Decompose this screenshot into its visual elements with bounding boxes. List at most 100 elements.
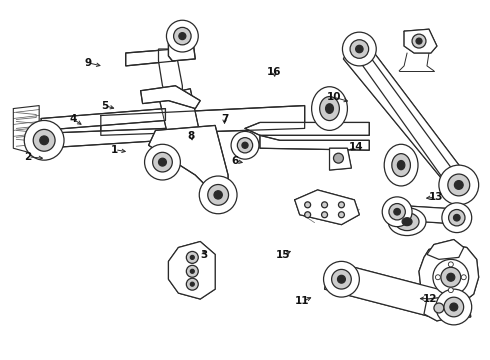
- Ellipse shape: [384, 144, 418, 186]
- Ellipse shape: [325, 104, 334, 113]
- Circle shape: [339, 212, 344, 218]
- Polygon shape: [419, 244, 479, 307]
- Ellipse shape: [199, 176, 237, 214]
- Text: 4: 4: [70, 114, 77, 124]
- Ellipse shape: [389, 203, 405, 220]
- Polygon shape: [329, 148, 351, 170]
- Ellipse shape: [179, 33, 186, 40]
- Polygon shape: [141, 86, 200, 109]
- Ellipse shape: [439, 165, 479, 205]
- Circle shape: [305, 202, 311, 208]
- Circle shape: [339, 202, 344, 208]
- Text: 8: 8: [188, 131, 195, 141]
- Circle shape: [436, 275, 441, 280]
- Ellipse shape: [231, 131, 259, 159]
- Polygon shape: [353, 53, 464, 198]
- Text: 5: 5: [101, 101, 109, 111]
- Circle shape: [448, 262, 453, 267]
- Text: 13: 13: [429, 192, 443, 202]
- Text: 10: 10: [326, 92, 341, 102]
- Ellipse shape: [208, 185, 228, 205]
- Ellipse shape: [33, 129, 55, 151]
- Polygon shape: [158, 89, 200, 138]
- Circle shape: [461, 275, 466, 280]
- Ellipse shape: [145, 144, 180, 180]
- Ellipse shape: [338, 275, 345, 283]
- Text: 1: 1: [111, 145, 119, 155]
- Text: 16: 16: [267, 67, 281, 77]
- Polygon shape: [389, 205, 469, 225]
- Text: 3: 3: [200, 250, 207, 260]
- Circle shape: [190, 269, 195, 273]
- Circle shape: [441, 267, 461, 287]
- Circle shape: [321, 212, 327, 218]
- Ellipse shape: [442, 203, 472, 233]
- Ellipse shape: [392, 154, 411, 176]
- Polygon shape: [169, 36, 196, 61]
- Ellipse shape: [167, 20, 198, 52]
- Ellipse shape: [319, 96, 340, 121]
- Ellipse shape: [395, 213, 419, 231]
- Polygon shape: [41, 109, 166, 130]
- Ellipse shape: [312, 87, 347, 130]
- Polygon shape: [245, 122, 369, 135]
- Ellipse shape: [343, 32, 376, 66]
- Circle shape: [186, 265, 198, 277]
- Text: 2: 2: [24, 152, 32, 162]
- Ellipse shape: [382, 197, 412, 227]
- Text: 15: 15: [276, 250, 290, 260]
- Ellipse shape: [436, 289, 472, 325]
- Circle shape: [305, 212, 311, 218]
- Ellipse shape: [332, 269, 351, 289]
- Ellipse shape: [159, 158, 167, 166]
- Text: 11: 11: [295, 296, 310, 306]
- Ellipse shape: [356, 45, 363, 53]
- Polygon shape: [427, 239, 464, 260]
- Polygon shape: [404, 29, 437, 53]
- Ellipse shape: [323, 261, 359, 297]
- Ellipse shape: [448, 210, 465, 226]
- Polygon shape: [324, 267, 471, 319]
- Ellipse shape: [173, 27, 191, 45]
- Text: 14: 14: [349, 142, 364, 152]
- Ellipse shape: [454, 181, 463, 189]
- Circle shape: [447, 273, 455, 281]
- Ellipse shape: [448, 174, 470, 196]
- Text: 7: 7: [221, 114, 228, 124]
- Ellipse shape: [397, 161, 405, 170]
- Ellipse shape: [350, 40, 368, 58]
- Circle shape: [334, 153, 343, 163]
- Ellipse shape: [444, 297, 464, 317]
- Polygon shape: [260, 135, 369, 150]
- Text: 9: 9: [85, 58, 92, 68]
- Polygon shape: [424, 297, 457, 321]
- Text: 12: 12: [423, 294, 438, 303]
- Polygon shape: [41, 129, 166, 148]
- Ellipse shape: [242, 142, 248, 148]
- Text: 6: 6: [232, 156, 239, 166]
- Circle shape: [321, 202, 327, 208]
- Polygon shape: [101, 105, 305, 135]
- Ellipse shape: [40, 136, 49, 145]
- Circle shape: [190, 255, 195, 260]
- Polygon shape: [148, 125, 228, 190]
- Ellipse shape: [214, 191, 222, 199]
- Circle shape: [416, 38, 422, 44]
- Ellipse shape: [24, 121, 64, 160]
- Polygon shape: [343, 39, 469, 195]
- Polygon shape: [169, 242, 215, 299]
- Circle shape: [412, 34, 426, 48]
- Polygon shape: [294, 190, 359, 225]
- Ellipse shape: [450, 303, 458, 311]
- Circle shape: [190, 282, 195, 286]
- Ellipse shape: [402, 218, 412, 226]
- Polygon shape: [158, 49, 182, 100]
- Polygon shape: [125, 49, 175, 66]
- Circle shape: [448, 288, 453, 293]
- Circle shape: [434, 303, 444, 313]
- Ellipse shape: [388, 208, 426, 235]
- Ellipse shape: [152, 152, 172, 172]
- Ellipse shape: [454, 215, 460, 221]
- Circle shape: [433, 260, 469, 295]
- Circle shape: [186, 251, 198, 264]
